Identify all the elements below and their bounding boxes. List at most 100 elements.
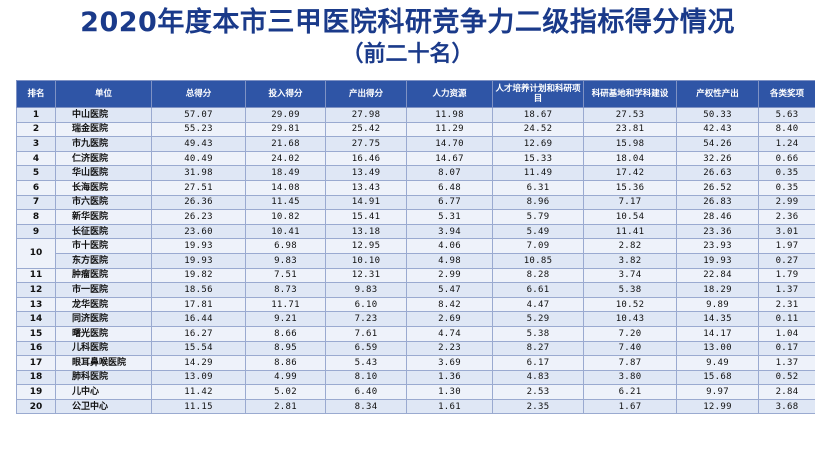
score-cell: 2.53 [492,384,584,400]
score-cell: 3.01 [758,223,815,240]
score-cell: 7.40 [583,340,677,357]
column-header: 产出得分 [325,80,407,108]
score-cell: 55.23 [151,121,246,138]
unit-cell: 儿中心 [55,384,152,400]
score-table: 排名 单位 总得分 投入得分 产出得分 人力资源 人才培养计划和科研项目 科研基地和学科建设产… [16,80,815,415]
score-cell: 0.52 [758,369,815,386]
score-cell: 1.36 [406,369,493,386]
table-row: 9 长征医院 23.60 10.41 13.18 3.94 5.49 11.41 23.36 3.… [16,223,815,240]
table-row: 17 眼耳鼻喉医院 14.29 8.86 5.43 3.69 6.17 7.87 9.49 1.3… [16,355,815,371]
score-cell: 2.84 [758,384,815,400]
score-cell: 29.81 [245,121,326,138]
score-cell: 23.60 [151,223,246,240]
rank-cell: 7 [16,194,56,211]
score-cell: 7.61 [325,325,407,342]
score-cell: 2.35 [492,398,584,415]
score-cell: 1.37 [758,355,815,371]
score-cell: 6.21 [583,384,677,400]
score-cell: 8.42 [406,296,493,313]
score-cell: 8.07 [406,165,493,181]
score-cell: 13.09 [151,369,246,386]
table-row: 18 肺科医院 13.09 4.99 8.10 1.36 4.83 3.80 15.68 0.52 [16,369,815,386]
score-cell: 4.99 [245,369,326,386]
unit-cell: 长征医院 [55,223,152,240]
column-header: 单位 [55,80,152,108]
rank-cell: 2 [16,121,56,138]
table-row: 1 中山医院 57.07 29.09 27.98 11.98 18.67 27.53 50.33… [16,107,815,123]
score-cell: 24.02 [245,150,326,167]
rank-cell: 8 [16,209,56,225]
score-cell: 14.29 [151,355,246,371]
rank-cell: 11 [16,267,56,284]
score-cell: 8.28 [492,267,584,284]
score-cell: 14.91 [325,194,407,211]
column-header: 人才培养计划和科研项目 [492,80,584,108]
score-cell: 24.52 [492,121,584,138]
score-cell: 0.35 [758,179,815,196]
score-cell: 5.63 [758,107,815,123]
rank-cell: 1 [16,107,56,123]
score-cell: 6.17 [492,355,584,371]
table-row: 6 长海医院 27.51 14.08 13.43 6.48 6.31 15.36 26.52 0.… [16,179,815,196]
score-cell: 2.99 [406,267,493,284]
score-cell: 1.37 [758,282,815,298]
score-cell: 5.29 [492,311,584,327]
column-header: 人力资源 [406,80,493,108]
score-cell: 18.49 [245,165,326,181]
score-cell: 23.93 [676,238,759,254]
score-cell: 4.47 [492,296,584,313]
score-cell: 10.43 [583,311,677,327]
score-cell: 50.33 [676,107,759,123]
score-cell: 6.40 [325,384,407,400]
score-cell: 13.49 [325,165,407,181]
table-row: 11 肿瘤医院 19.82 7.51 12.31 2.99 8.28 3.74 22.84 1.7… [16,267,815,284]
score-cell: 1.97 [758,238,815,254]
score-cell: 19.82 [151,267,246,284]
table-row: 10 市十医院 19.93 6.98 12.95 4.06 7.09 2.82 23.93 1.9… [16,238,815,269]
score-cell: 11.15 [151,398,246,415]
score-cell: 4.06 [406,238,493,254]
score-cell: 15.54 [151,340,246,357]
unit-cell: 龙华医院 [55,296,152,313]
score-cell: 3.74 [583,267,677,284]
score-cell: 2.36 [758,209,815,225]
score-cell: 22.84 [676,267,759,284]
score-cell: 9.89 [676,296,759,313]
table-row: 3 市九医院 49.43 21.68 27.75 14.70 12.69 15.98 54.26… [16,136,815,152]
score-cell: 19.93 [151,252,246,269]
column-header: 产权性产出 [676,80,759,108]
score-cell: 18.56 [151,282,246,298]
score-cell: 19.93 [676,252,759,269]
score-cell: 10.85 [492,252,584,269]
score-cell: 14.08 [245,179,326,196]
unit-cell: 同济医院 [55,311,152,327]
unit-cell: 市九医院 [55,136,152,152]
score-cell: 13.18 [325,223,407,240]
rank-cell: 14 [16,311,56,327]
score-cell: 7.87 [583,355,677,371]
column-header: 科研基地和学科建设 [583,80,677,108]
score-cell: 4.74 [406,325,493,342]
unit-cell: 肿瘤医院 [55,267,152,284]
score-cell: 23.36 [676,223,759,240]
rank-cell: 15 [16,325,56,342]
score-table-container: 排名 单位 总得分 投入得分 产出得分 人力资源 人才培养计划和科研项目 科研基地和学科建设产… [16,80,815,415]
table-row: 4 仁济医院 40.49 24.02 16.46 14.67 15.33 18.04 32.26… [16,150,815,167]
score-cell: 11.42 [151,384,246,400]
score-cell: 16.46 [325,150,407,167]
score-cell: 11.71 [245,296,326,313]
table-row: 东方医院 19.93 9.83 10.10 4.98 10.85 3.82 19.93 0.27 [17,252,815,269]
score-cell: 6.31 [492,179,584,196]
score-cell: 10.52 [583,296,677,313]
score-cell: 19.93 [151,238,246,254]
score-cell: 49.43 [151,136,246,152]
score-cell: 13.00 [676,340,759,357]
score-cell: 18.67 [492,107,584,123]
score-cell: 26.23 [151,209,246,225]
rank-cell: 10 [16,238,56,269]
score-cell: 5.02 [245,384,326,400]
score-cell: 57.07 [151,107,246,123]
table-row: 2 瑞金医院 55.23 29.81 25.42 11.29 24.52 23.81 42.43… [16,121,815,138]
score-cell: 0.27 [758,252,815,269]
score-cell: 2.69 [406,311,493,327]
